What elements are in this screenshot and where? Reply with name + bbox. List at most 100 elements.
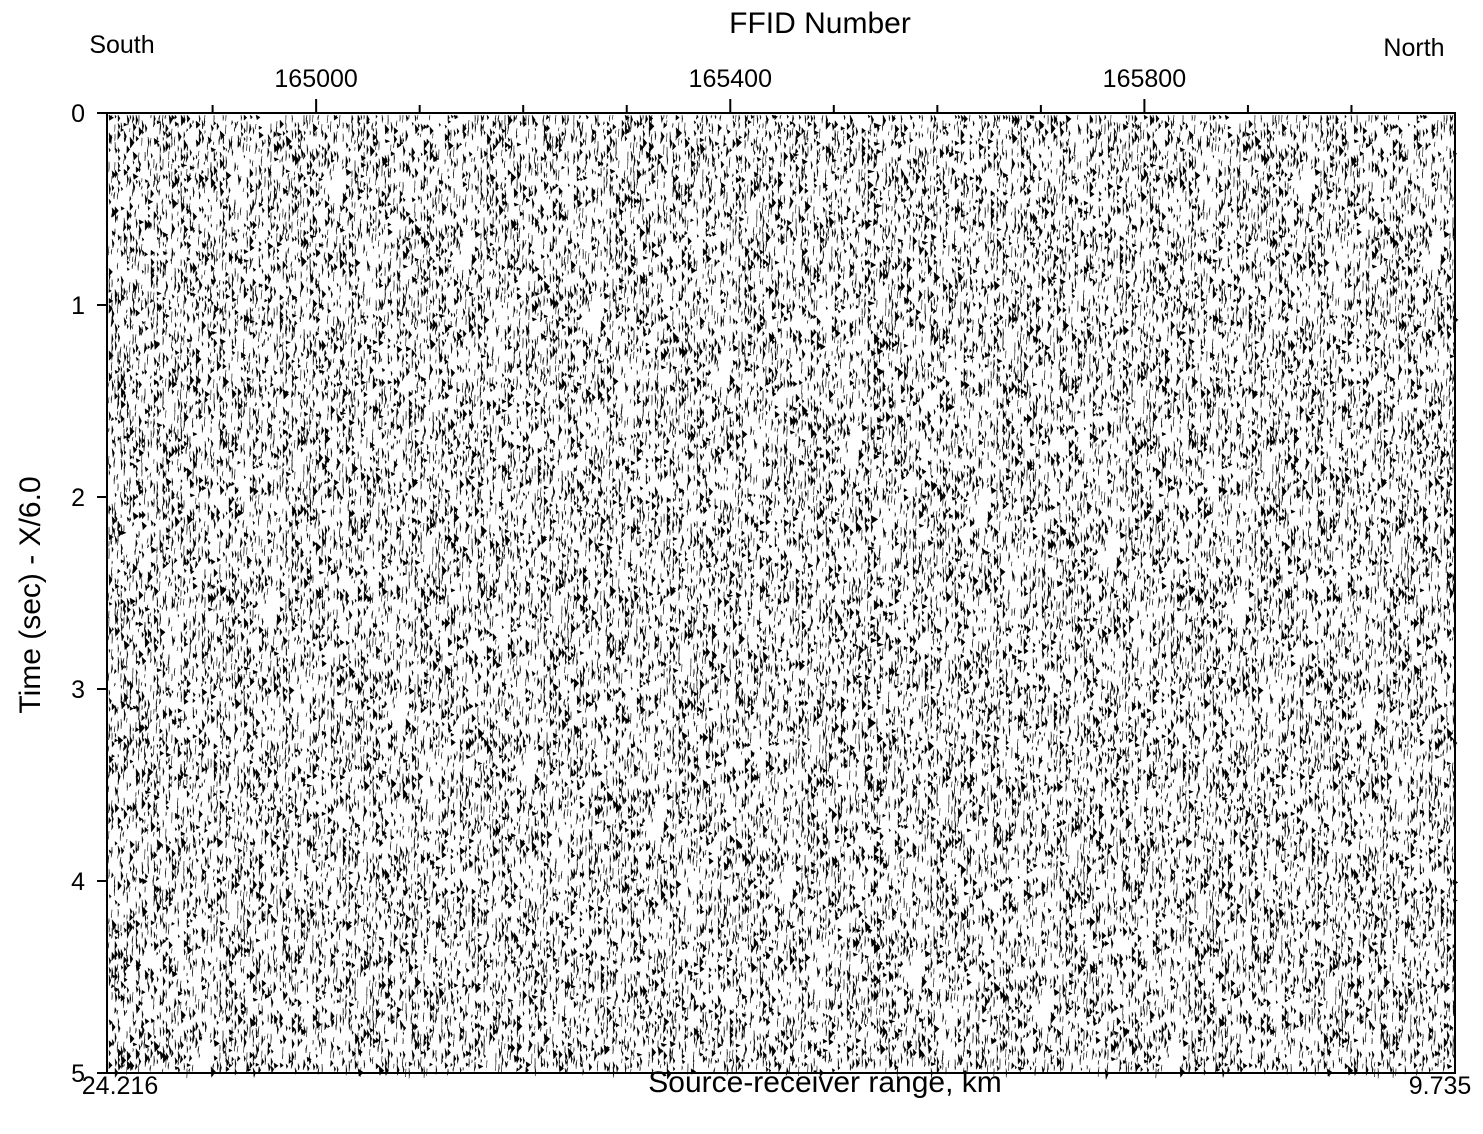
- seismic-trace: [251, 127, 260, 1078]
- seismic-trace: [455, 114, 463, 1064]
- seismic-trace: [1430, 123, 1438, 1071]
- seismic-trace: [731, 114, 739, 1073]
- seismic-trace: [1085, 122, 1093, 1070]
- seismic-trace: [695, 114, 704, 1048]
- seismic-trace: [461, 123, 469, 1071]
- seismic-trace: [452, 114, 460, 1072]
- seismic-trace: [506, 114, 514, 1065]
- seismic-trace: [875, 124, 885, 1053]
- seismic-trace: [413, 114, 422, 1067]
- seismic-trace: [737, 114, 746, 1070]
- seismic-trace: [212, 114, 220, 1069]
- seismic-trace: [404, 114, 412, 1078]
- seismic-trace: [1211, 114, 1220, 1062]
- seismic-trace: [1235, 134, 1243, 1072]
- seismic-trace: [1040, 124, 1048, 1074]
- seismic-trace: [110, 114, 117, 1047]
- seismic-trace: [266, 134, 274, 1072]
- seismic-trace: [1034, 121, 1042, 1076]
- seismic-trace: [902, 123, 910, 1053]
- seismic-trace: [917, 114, 925, 1059]
- seismic-trace: [887, 114, 896, 1070]
- seismic-trace: [1238, 123, 1245, 1074]
- seismic-trace: [344, 122, 352, 1076]
- seismic-trace: [608, 114, 617, 1073]
- seismic-trace: [518, 120, 526, 1071]
- seismic-trace: [1250, 130, 1258, 1060]
- seismic-trace: [1199, 119, 1207, 1066]
- seismic-trace: [191, 120, 199, 1072]
- seismic-trace: [1019, 114, 1027, 1074]
- seismic-trace: [881, 114, 889, 1039]
- seismic-trace: [125, 114, 132, 1075]
- seismic-trace: [740, 154, 748, 1072]
- seismic-trace: [1133, 114, 1141, 1073]
- seismic-trace: [713, 114, 721, 1074]
- seismic-trace: [1112, 121, 1121, 1054]
- seismic-trace: [1373, 114, 1381, 1078]
- seismic-trace: [1292, 131, 1300, 1047]
- x-start-label: 24.216: [82, 1072, 158, 1100]
- seismic-trace: [548, 114, 556, 1055]
- x-end-label: 9.735: [1409, 1072, 1472, 1100]
- seismic-trace: [296, 122, 302, 1071]
- seismic-trace: [1343, 114, 1351, 1070]
- seismic-trace: [1247, 119, 1255, 1068]
- seismic-trace: [821, 114, 829, 1060]
- seismic-trace: [1172, 114, 1180, 1033]
- seismic-trace: [353, 139, 361, 1070]
- seismic-trace: [1004, 114, 1012, 1078]
- seismic-trace: [374, 114, 382, 1070]
- seismic-trace: [146, 136, 154, 1064]
- seismic-trace: [1121, 123, 1129, 1064]
- seismic-trace: [152, 114, 160, 1067]
- seismic-trace: [203, 114, 211, 1033]
- seismic-trace: [1151, 114, 1158, 1071]
- seismic-trace: [824, 114, 833, 1063]
- seismic-trace: [164, 114, 172, 1068]
- seismic-trace: [578, 114, 586, 1068]
- seismic-trace: [215, 122, 223, 1070]
- seismic-trace: [359, 114, 367, 1077]
- seismic-trace: [1328, 114, 1336, 1077]
- seismic-trace: [308, 114, 317, 1065]
- seismic-trace: [1103, 114, 1110, 1080]
- seismic-trace: [671, 123, 679, 1072]
- seismic-trace: [893, 114, 900, 1071]
- seismic-trace: [371, 122, 380, 1065]
- seismic-trace: [899, 114, 908, 1064]
- seismic-trace: [926, 127, 934, 1067]
- seismic-trace: [377, 141, 385, 1076]
- seismic-trace: [524, 114, 532, 1075]
- seismic-trace: [383, 124, 391, 1077]
- seismic-trace: [491, 120, 499, 1043]
- seismic-trace: [1439, 121, 1447, 1064]
- seismic-trace: [1073, 142, 1081, 1053]
- seismic-trace: [842, 114, 850, 1047]
- seismic-trace: [347, 123, 355, 1072]
- seismic-trace: [1217, 114, 1226, 1070]
- seismic-trace: [815, 133, 823, 1075]
- seismic-trace: [1208, 114, 1216, 1043]
- seismic-trace: [287, 143, 295, 1065]
- seismic-trace: [1178, 123, 1187, 1078]
- seismic-trace: [662, 114, 670, 1066]
- seismic-trace: [140, 120, 148, 1047]
- seismic-trace: [509, 114, 518, 1061]
- north-label: North: [1383, 34, 1444, 62]
- seismic-trace: [920, 114, 929, 1061]
- seismic-trace: [1130, 114, 1138, 1071]
- seismic-trace: [890, 114, 898, 1068]
- seismic-trace: [626, 114, 634, 1070]
- seismic-trace: [665, 114, 673, 1080]
- seismic-trace: [494, 114, 502, 1071]
- y-axis-title: Time (sec) - X/6.0: [14, 476, 47, 713]
- seismic-trace: [1268, 132, 1276, 1044]
- seismic-trace: [155, 120, 164, 1065]
- seismic-trace: [554, 114, 560, 1068]
- seismic-trace: [233, 122, 241, 1076]
- y-tick-label: 0: [71, 100, 85, 128]
- seismic-trace: [539, 156, 547, 1068]
- seismic-trace: [446, 114, 455, 1076]
